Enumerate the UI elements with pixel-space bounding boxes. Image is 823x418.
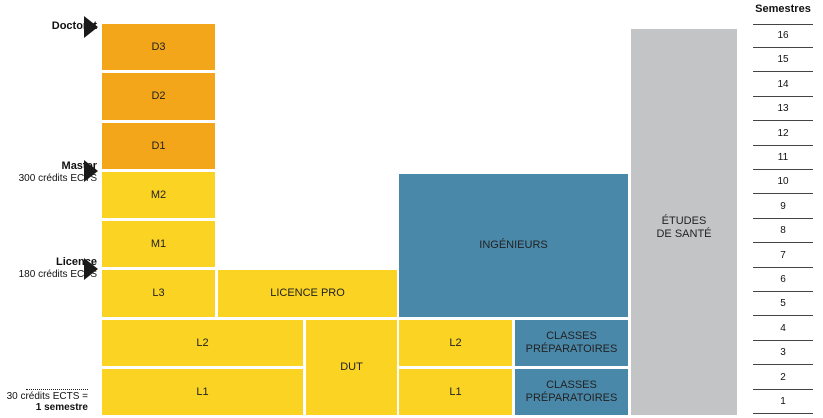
semestre-6: 6 [753,268,813,292]
licence-arrow-icon [84,258,98,280]
block-classes-prep-2: CLASSES PRÉPARATOIRES [515,320,628,366]
semestres-top-rule [753,24,813,25]
semestre-10: 10 [753,170,813,195]
semestre-14: 14 [753,73,813,97]
semestre-16: 16 [753,24,813,48]
block-ingenieurs: INGÉNIEURS [399,174,628,317]
legend-line-2: 1 semestre [35,402,88,413]
block-d2: D2 [102,73,215,120]
master-credits: 300 crédits ECTS [18,173,97,184]
legend: 30 crédits ECTS = 1 semestre [0,391,88,413]
block-ing-l2: L2 [399,320,512,366]
semestres-title: Semestres [755,3,811,15]
semestre-2: 2 [753,366,813,390]
master-arrow-icon [84,160,98,182]
block-ing-l1: L1 [399,369,512,415]
semestre-5: 5 [753,292,813,317]
licence-credits: 180 crédits ECTS [18,269,97,280]
semestre-1: 1 [753,390,813,414]
legend-dotted-line [26,389,88,390]
block-m2: M2 [102,172,215,218]
block-classes-prep-1: CLASSES PRÉPARATOIRES [515,369,628,415]
doctorat-arrow-icon [84,16,98,38]
semestre-12: 12 [753,122,813,146]
block-d3: D3 [102,24,215,70]
semestre-7: 7 [753,244,813,268]
semestre-11: 11 [753,146,813,170]
block-m1: M1 [102,221,215,267]
block-etudes-sante: ÉTUDES DE SANTÉ [631,29,737,415]
semestre-15: 15 [753,48,813,73]
block-l1: L1 [102,369,303,415]
block-l2: L2 [102,320,303,366]
semestre-3: 3 [753,341,813,366]
legend-line-1: 30 crédits ECTS = [6,391,88,402]
semestre-13: 13 [753,97,813,122]
semestre-9: 9 [753,195,813,219]
semestre-4: 4 [753,317,813,341]
block-dut: DUT [306,320,397,415]
block-licence-pro: LICENCE PRO [218,270,397,317]
block-l3: L3 [102,270,215,317]
block-d1: D1 [102,123,215,169]
semestre-8: 8 [753,219,813,244]
